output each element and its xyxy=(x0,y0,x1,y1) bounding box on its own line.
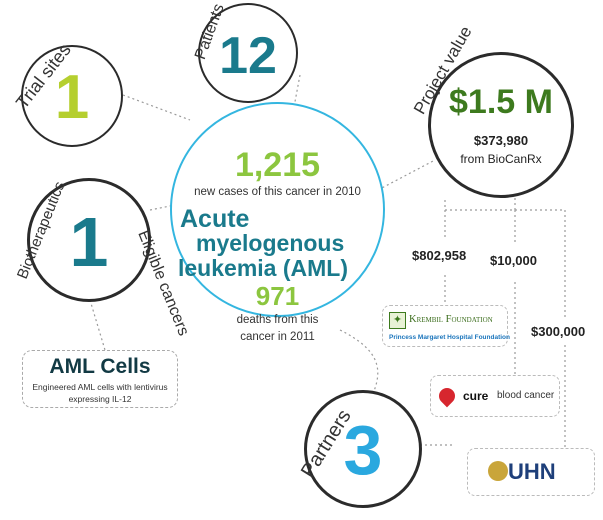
cure-logo-box: cure blood cancer xyxy=(430,375,560,417)
amount-uhn: $300,000 xyxy=(531,324,586,339)
uhn-name: UHN xyxy=(508,459,556,484)
krembil-name: Krembil Foundation xyxy=(409,314,493,325)
cancer-name-line1: Acute xyxy=(180,205,250,233)
aml-cells-desc-line1: Engineered AML cells with lentivirus xyxy=(32,382,168,392)
trial-sites-value: 1 xyxy=(54,63,90,132)
uhn-emblem-icon xyxy=(488,461,508,481)
project-value-sub-amount: $373,980 xyxy=(473,133,529,148)
pmh-name: Princess Margaret Hospital Foundation xyxy=(389,334,510,341)
amount-cure: $10,000 xyxy=(490,253,537,268)
amount-krembil: $802,958 xyxy=(412,248,467,263)
deaths-value: 971 xyxy=(255,281,300,311)
krembil-leaf-icon: ✦ xyxy=(389,312,406,329)
new-cases-value: 1,215 xyxy=(234,146,321,184)
cure-rest: blood cancer xyxy=(497,390,555,401)
uhn-logo-box: UHN xyxy=(467,448,595,496)
main-cancer-circle xyxy=(170,102,385,317)
cancer-name-line3: leukemia (AML) xyxy=(178,255,348,281)
aml-cells-box: AML Cells Engineered AML cells with lent… xyxy=(22,350,178,408)
project-value-circle: $1.5 M $373,980 from BioCanRx xyxy=(428,52,574,198)
patients-circle: 12 xyxy=(198,3,298,103)
blood-drop-icon xyxy=(435,384,459,408)
partners-circle: 3 xyxy=(304,390,422,508)
biotherapeutics-value: 1 xyxy=(69,203,109,281)
new-cases-text: new cases of this cancer in 2010 xyxy=(194,186,361,198)
project-value-sub-source: from BioCanRx xyxy=(460,152,542,166)
trial-sites-circle: 1 xyxy=(21,45,123,147)
biotherapeutics-circle: 1 xyxy=(27,178,151,302)
aml-cells-title: AML Cells xyxy=(49,355,151,378)
cure-word: cure xyxy=(463,389,489,403)
deaths-text-line2: cancer in 2011 xyxy=(240,331,315,343)
patients-value: 12 xyxy=(219,27,277,85)
project-value-amount: $1.5 M xyxy=(449,83,553,121)
krembil-logo-box: ✦ Krembil Foundation Princess Margaret H… xyxy=(382,305,510,347)
deaths-text-line1: deaths from this xyxy=(236,314,319,326)
aml-cells-desc-line2: expressing IL-12 xyxy=(68,394,132,404)
partners-value: 3 xyxy=(343,411,383,489)
cancer-name-line2: myelogenous xyxy=(196,230,345,256)
